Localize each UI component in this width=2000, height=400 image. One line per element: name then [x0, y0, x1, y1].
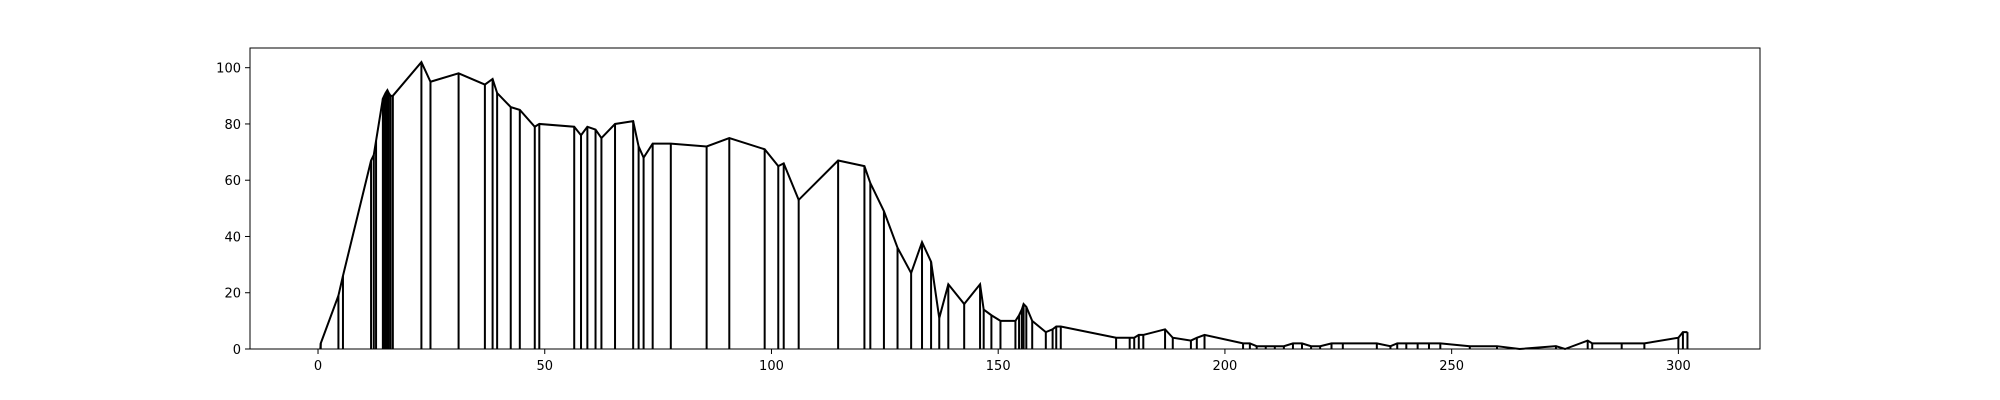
y-axis: 0 20 40 60 80 100 — [216, 62, 250, 358]
x-tick-label: 100 — [759, 359, 784, 374]
series-line — [319, 60, 1688, 351]
x-tick-label: 150 — [986, 359, 1011, 374]
y-tick-label: 20 — [224, 287, 241, 302]
plot-area-frame — [249, 47, 1761, 350]
x-axis: 0 50 100 150 200 250 300 — [314, 349, 1691, 374]
vertical-drop-lines — [319, 62, 1689, 349]
x-tick-label: 300 — [1666, 359, 1691, 374]
x-tick-label: 50 — [536, 359, 553, 374]
x-tick-label: 250 — [1439, 359, 1464, 374]
x-tick-label: 200 — [1213, 359, 1238, 374]
y-tick-label: 60 — [224, 174, 241, 189]
x-tick-label: 0 — [314, 359, 322, 374]
y-tick-label: 0 — [233, 343, 241, 358]
y-tick-label: 40 — [224, 230, 241, 245]
y-tick-label: 80 — [224, 118, 241, 133]
y-tick-label: 100 — [216, 62, 241, 77]
